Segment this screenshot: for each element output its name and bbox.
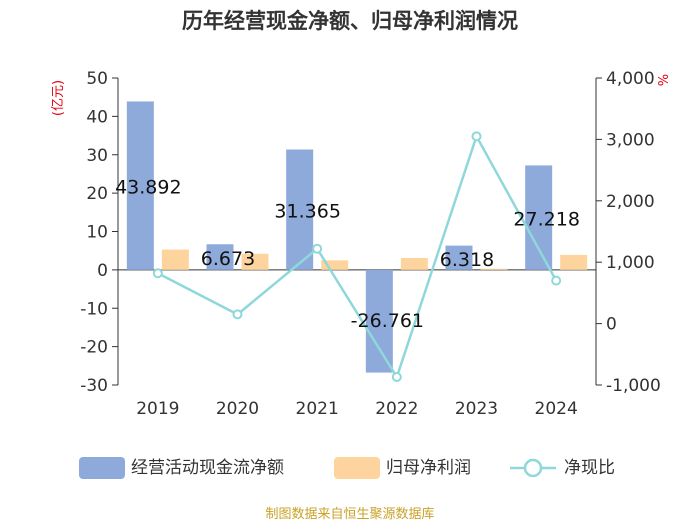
cashflow-value-label: -26.761 [351, 310, 424, 332]
legend-swatch-cashflow [79, 457, 125, 479]
right-axis-label: % [654, 74, 669, 86]
cashflow-bar [525, 165, 553, 270]
x-tick-label: 2024 [535, 399, 578, 419]
cashflow-bar [445, 245, 473, 270]
bars [126, 101, 588, 373]
net-profit-bar [161, 249, 189, 270]
ratio-point [551, 275, 562, 286]
cashflow-bar [286, 149, 314, 270]
ratio-point [152, 268, 163, 279]
cashflow-bar [365, 269, 393, 373]
net-profit-bar [560, 254, 588, 270]
x-tick-label: 2020 [216, 399, 259, 419]
right-tick-label: 4,000 [606, 69, 655, 89]
axes: 50 40 30 20 10 0 -10 -20 -30 4,000 3,000 2,000 1,000… [80, 69, 661, 396]
cashflow-bar [126, 101, 154, 270]
right-tick-label: 0 [606, 315, 617, 335]
net-profit-bar [241, 253, 269, 270]
left-tick-label: 30 [86, 146, 108, 166]
right-tick-label: 3,000 [606, 130, 655, 150]
source-note: 制图数据来自恒生聚源数据库 [265, 506, 434, 522]
cashflow-value-label: 27.218 [513, 209, 579, 231]
right-tick-label: 2,000 [606, 192, 655, 212]
right-tick-label: -1,000 [606, 376, 661, 396]
legend-label-net-profit: 归母净利润 [386, 458, 471, 478]
left-tick-label: -20 [80, 338, 108, 358]
left-axis-label: (亿元) [51, 80, 66, 116]
x-tick-label: 2022 [375, 399, 418, 419]
x-tick-label: 2023 [455, 399, 498, 419]
data-labels: 43.892 6.673 31.365 -26.761 6.318 27.218 [115, 177, 580, 333]
left-tick-label: 10 [86, 223, 108, 243]
legend-label-ratio: 净现比 [564, 458, 615, 478]
ratio-point [232, 309, 243, 320]
legend-marker-ratio [523, 458, 543, 478]
legend: 经营活动现金流净额 归母净利润 净现比 [79, 457, 615, 479]
cashflow-value-label: 31.365 [274, 201, 340, 223]
x-tick-labels: 2019 2020 2021 2022 2023 2024 [136, 399, 578, 419]
left-tick-label: 40 [86, 107, 108, 127]
x-tick-label: 2021 [296, 399, 339, 419]
ratio-line [152, 131, 562, 383]
right-tick-label: 1,000 [606, 253, 655, 273]
left-tick-label: -30 [80, 376, 108, 396]
ratio-polyline [157, 133, 558, 380]
left-tick-label: 0 [97, 261, 108, 281]
net-profit-bar [321, 260, 349, 270]
ratio-point [471, 131, 482, 142]
left-tick-label: 20 [86, 184, 108, 204]
left-tick-label: 50 [86, 69, 108, 89]
ratio-point [312, 243, 323, 254]
net-profit-bar [400, 257, 428, 270]
legend-label-cashflow: 经营活动现金流净额 [131, 458, 284, 478]
cashflow-bar [206, 244, 234, 270]
net-profit-bar [480, 268, 508, 270]
cashflow-value-label: 6.318 [440, 249, 494, 271]
ratio-point [391, 372, 402, 383]
left-tick-label: -10 [80, 299, 108, 319]
chart-title: 历年经营现金净额、归母净利润情况 [182, 9, 518, 33]
cashflow-value-label: 43.892 [115, 177, 181, 199]
legend-swatch-net-profit [334, 457, 380, 479]
cashflow-value-label: 6.673 [201, 248, 255, 270]
x-tick-label: 2019 [136, 399, 179, 419]
